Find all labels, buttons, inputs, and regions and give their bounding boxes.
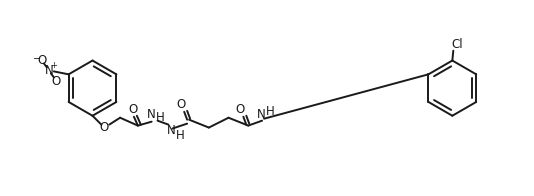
- Text: O: O: [177, 98, 186, 111]
- Text: −: −: [33, 54, 41, 64]
- Text: H: H: [266, 105, 275, 118]
- Text: Cl: Cl: [451, 38, 463, 51]
- Text: N: N: [257, 108, 265, 121]
- Text: H: H: [176, 129, 185, 142]
- Text: O: O: [235, 103, 245, 116]
- Text: N: N: [147, 108, 156, 121]
- Text: O: O: [100, 121, 109, 134]
- Text: N: N: [167, 124, 176, 137]
- Text: +: +: [50, 62, 57, 70]
- Text: O: O: [51, 75, 60, 88]
- Text: H: H: [155, 111, 164, 124]
- Text: O: O: [128, 103, 138, 116]
- Text: N: N: [44, 64, 53, 77]
- Text: O: O: [37, 54, 46, 67]
